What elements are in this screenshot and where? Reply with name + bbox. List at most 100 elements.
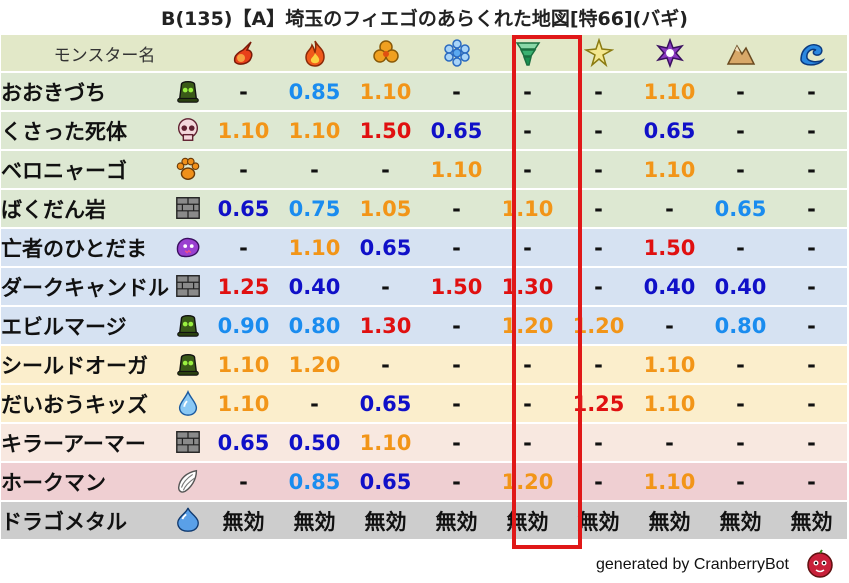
element-header-earth <box>705 35 776 73</box>
resistance-value: - <box>279 384 350 424</box>
ghost-icon <box>176 237 200 258</box>
resistance-value: 0.65 <box>350 462 421 502</box>
monster-name-cell: ベロニャーゴ <box>1 150 208 190</box>
resistance-value: 無効 <box>350 501 421 541</box>
monster-name: シールドオーガ <box>1 353 148 378</box>
brick-icon <box>176 275 200 297</box>
resistance-value: - <box>776 384 847 424</box>
resistance-value: - <box>492 384 563 424</box>
skull-icon <box>177 118 199 141</box>
resistance-value: 無効 <box>208 501 279 541</box>
resistance-value: - <box>421 462 492 502</box>
resistance-value: - <box>208 228 279 268</box>
monster-name: ダークキャンドル <box>1 275 169 300</box>
resistance-value: 0.40 <box>279 267 350 307</box>
table-row: ベロニャーゴ - - -1.10- -1.10- - <box>1 150 847 190</box>
resistance-value: - <box>492 228 563 268</box>
resistance-value: 0.90 <box>208 306 279 346</box>
monster-name-cell: ホークマン <box>1 462 208 502</box>
resistance-value: - <box>634 189 705 229</box>
monster-name: エビルマージ <box>1 314 127 339</box>
resistance-value: 0.65 <box>634 111 705 151</box>
resistance-value: - <box>421 228 492 268</box>
resistance-value: 1.10 <box>634 345 705 385</box>
slime-green-icon <box>177 353 199 376</box>
resistance-value: - <box>563 267 634 307</box>
resistance-value: - <box>350 150 421 190</box>
monster-name-cell: だいおうキッズ <box>1 384 208 424</box>
monster-name: ドラゴメタル <box>1 509 127 534</box>
resistance-value: - <box>492 111 563 151</box>
resistance-value: 1.30 <box>350 306 421 346</box>
header-row: モンスター名 <box>1 35 847 73</box>
monster-name: だいおうキッズ <box>1 392 148 417</box>
resistance-value: 0.50 <box>279 423 350 463</box>
resistance-value: - <box>705 462 776 502</box>
resistance-value: - <box>705 345 776 385</box>
resistance-value: 0.75 <box>279 189 350 229</box>
resistance-value: - <box>350 345 421 385</box>
monster-name: 亡者のひとだま <box>1 236 147 261</box>
resistance-value: 1.10 <box>279 111 350 151</box>
resistance-value: - <box>563 72 634 112</box>
footer-credit: generated by CranberryBot <box>596 556 789 573</box>
resistance-value: - <box>421 345 492 385</box>
resistance-value: 0.65 <box>350 228 421 268</box>
resistance-value: - <box>776 306 847 346</box>
resistance-value: 1.10 <box>350 72 421 112</box>
table-row: ダークキャンドル 1.25 0.40-1.50 1.30-0.40 0.40- <box>1 267 847 307</box>
resistance-value: 1.25 <box>563 384 634 424</box>
resistance-value: - <box>776 228 847 268</box>
table-row: ドラゴメタル 無効 無効 無効 無効 無効 無効 無効 無効 無効 <box>1 501 847 541</box>
resistance-value: 無効 <box>776 501 847 541</box>
resistance-value: - <box>421 306 492 346</box>
page-title: B(135)【A】埼玉のフィエゴのあらくれた地図[特66](バギ) <box>160 8 688 30</box>
resistance-value: - <box>492 72 563 112</box>
brick-icon <box>176 197 200 219</box>
resistance-value: - <box>776 345 847 385</box>
resistance-value: - <box>705 111 776 151</box>
resistance-value: - <box>634 423 705 463</box>
resistance-value: 0.40 <box>634 267 705 307</box>
resistance-value: 1.10 <box>350 423 421 463</box>
resistance-value: - <box>705 384 776 424</box>
element-header-fire <box>208 35 279 73</box>
monster-name-cell: エビルマージ <box>1 306 208 346</box>
resistance-value: 0.85 <box>279 72 350 112</box>
resistance-value: 1.10 <box>634 462 705 502</box>
resistance-value: - <box>492 150 563 190</box>
resistance-value: - <box>563 423 634 463</box>
fire-bolt-icon <box>233 41 253 65</box>
resistance-value: 0.80 <box>705 306 776 346</box>
table-row: 亡者のひとだま -1.10 0.65- - -1.50- - <box>1 228 847 268</box>
flame-icon <box>304 40 325 67</box>
table-row: くさった死体 1.10 1.10 1.50 0.65- -0.65- - <box>1 111 847 151</box>
resistance-value: 1.25 <box>208 267 279 307</box>
element-header-flame <box>279 35 350 73</box>
resistance-value: 1.50 <box>634 228 705 268</box>
resistance-value: 0.80 <box>279 306 350 346</box>
resistance-value: 1.20 <box>279 345 350 385</box>
resistance-value: - <box>563 111 634 151</box>
resistance-value: - <box>208 72 279 112</box>
monster-name: キラーアーマー <box>1 431 146 456</box>
monster-name-cell: ダークキャンドル <box>1 267 208 307</box>
resistance-value: - <box>776 189 847 229</box>
table-row: ホークマン -0.85 0.65-1.20-1.10- - <box>1 462 847 502</box>
resistance-value: - <box>705 150 776 190</box>
resistance-value: 無効 <box>563 501 634 541</box>
lightning-icon <box>583 38 614 68</box>
resistance-value: 0.65 <box>705 189 776 229</box>
resistance-value: - <box>776 423 847 463</box>
resistance-value: 1.10 <box>634 384 705 424</box>
resistance-value: - <box>776 111 847 151</box>
mountain-icon <box>726 44 755 65</box>
resistance-value: 0.65 <box>208 189 279 229</box>
resistance-value: - <box>421 384 492 424</box>
resistance-value: - <box>421 72 492 112</box>
resistance-value: - <box>563 462 634 502</box>
element-header-water <box>776 35 847 73</box>
metal-slime-icon <box>177 507 199 532</box>
resistance-value: 1.50 <box>421 267 492 307</box>
resistance-value: - <box>563 345 634 385</box>
